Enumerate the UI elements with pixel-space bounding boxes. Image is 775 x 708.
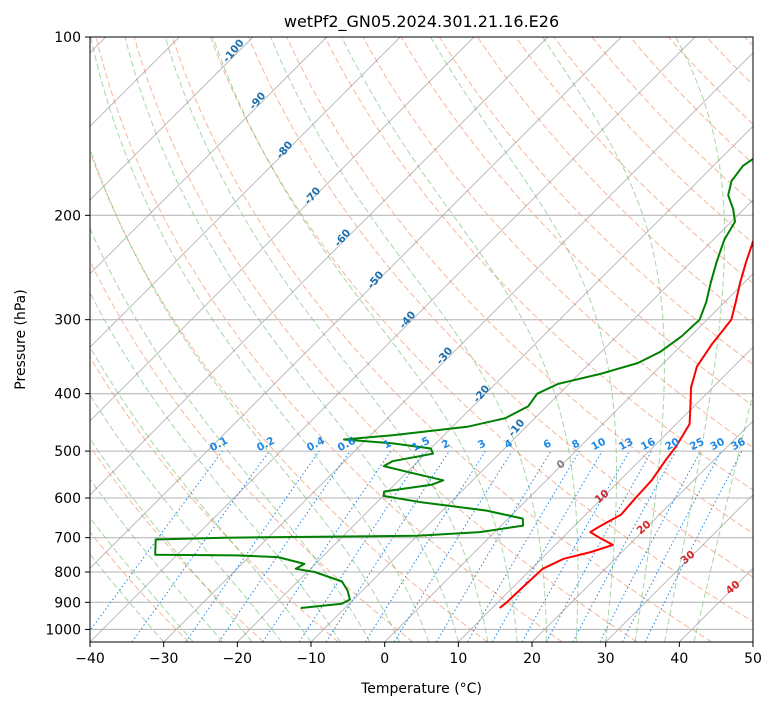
y-tick-label: 400: [54, 387, 81, 403]
dry-adiabat: [210, 37, 753, 623]
moist-adiabat: [90, 37, 430, 642]
dry-adiabat: [90, 531, 190, 642]
dry-adiabat: [400, 37, 753, 407]
y-tick-label: 900: [54, 595, 81, 611]
isotherm: [384, 273, 753, 642]
y-tick-label: 500: [54, 444, 81, 460]
dry-adiabat: [90, 150, 488, 642]
x-tick-label: 40: [670, 651, 688, 667]
temperature-line: [499, 238, 753, 609]
isotherm: [90, 37, 328, 275]
moist-adiabat: [664, 37, 726, 642]
background-lines: [90, 37, 753, 642]
isotherm: [90, 37, 475, 422]
y-tick-label: 200: [54, 208, 81, 224]
mixing-ratio-line: [521, 450, 630, 642]
y-tick-label: 1000: [45, 622, 81, 638]
profile-lines: [154, 157, 753, 609]
x-tick-label: −20: [223, 651, 253, 667]
isotherm: [531, 420, 753, 642]
x-tick-label: −40: [75, 651, 105, 667]
moist-adiabat: [90, 227, 371, 642]
x-tick-label: 30: [597, 651, 615, 667]
dry-adiabat: [171, 37, 712, 642]
y-tick-label: 800: [54, 565, 81, 581]
x-tick-label: 20: [523, 651, 541, 667]
mixing-ratio-line: [393, 450, 513, 642]
y-tick-label: 700: [54, 531, 81, 547]
isotherm: [90, 37, 254, 201]
mixing-ratio-line: [90, 450, 223, 632]
moist-adiabat: [90, 553, 165, 642]
moist-adiabat: [124, 37, 459, 642]
moist-adiabat: [164, 37, 489, 642]
mixing-ratio-line: [218, 450, 351, 642]
moist-adiabat: [90, 516, 194, 642]
isotherm: [605, 494, 753, 642]
y-axis-label: Pressure (hPa): [13, 289, 29, 389]
dry-adiabat: [515, 37, 753, 284]
y-tick-label: 300: [54, 313, 81, 329]
x-tick-label: 0: [380, 651, 389, 667]
isotherm: [310, 199, 753, 642]
x-tick-label: 10: [449, 651, 467, 667]
moist-adiabat: [542, 37, 665, 642]
dry-adiabat: [95, 37, 563, 642]
x-tick-label: 50: [744, 651, 762, 667]
mixing-ratio-line: [298, 450, 425, 642]
moist-adiabat: [212, 37, 518, 642]
mixing-ratio-line: [262, 450, 392, 642]
mixing-ratio-line: [572, 450, 677, 642]
x-tick-label: −10: [296, 651, 326, 667]
moist-adiabat: [90, 437, 253, 642]
moist-adiabat: [90, 394, 282, 642]
isotherm: [90, 37, 549, 496]
y-tick-label: 100: [54, 30, 81, 46]
mixing-ratio-line: [644, 450, 743, 642]
x-axis-label: Temperature (°C): [360, 681, 482, 697]
isotherm: [90, 37, 401, 348]
mixing-ratio-line: [325, 450, 450, 642]
moist-adiabat: [90, 147, 400, 642]
axis-ticks: −40 −30 −20 −10 0 10 20 30 40 50 100 200 300 400 500 60…: [45, 30, 762, 667]
moist-adiabat: [341, 37, 579, 642]
mixing-ratio-line: [545, 450, 653, 642]
chart-title: wetPf2_GN05.2024.301.21.16.E26: [284, 12, 559, 32]
mixing-ratio-line: [185, 450, 320, 642]
y-tick-label: 600: [54, 491, 81, 507]
dry-adiabat: [90, 356, 339, 642]
dewpoint-line: [154, 157, 753, 609]
isotherm: [90, 37, 622, 569]
moist-adiabat: [90, 345, 312, 642]
mixing-ratio-line: [131, 450, 270, 642]
moist-adiabat: [430, 37, 617, 642]
plot-frame: [89, 36, 754, 643]
dry-adiabat: [438, 37, 753, 366]
moist-adiabat: [90, 478, 223, 642]
isotherm: [457, 346, 753, 642]
dry-adiabat: [248, 37, 753, 578]
isotherm: [90, 37, 696, 642]
x-tick-label: −30: [149, 651, 179, 667]
isotherm: [163, 52, 753, 642]
dry-adiabat: [90, 445, 264, 642]
isotherm: [236, 125, 753, 642]
